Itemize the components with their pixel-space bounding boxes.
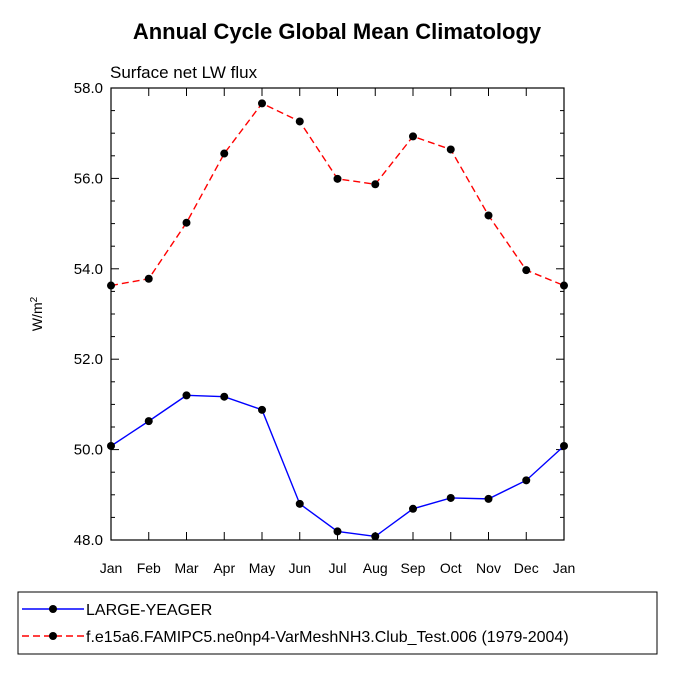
series-2 [107, 99, 568, 290]
x-tick-label: Jul [329, 560, 347, 576]
axis-ticks [110, 87, 565, 541]
series-line [110, 102, 565, 287]
x-tick-label: May [249, 560, 275, 576]
data-point [446, 493, 455, 502]
legend-label: LARGE-YEAGER [86, 602, 212, 619]
legend-label: f.e15a6.FAMIPC5.ne0np4-VarMeshNH3.Club_T… [86, 629, 569, 646]
data-point [220, 392, 229, 401]
y-tick-label: 48.0 [74, 532, 103, 549]
y-tick-label: 56.0 [74, 170, 103, 187]
y-axis-label: W/m2 [29, 296, 46, 331]
plot-border [110, 87, 565, 541]
data-point [295, 117, 304, 126]
data-point [371, 532, 380, 541]
data-point [107, 441, 115, 450]
x-tick-label: Nov [476, 560, 501, 576]
legend-swatch-marker [49, 632, 57, 640]
data-point [182, 391, 191, 400]
legend-box [17, 591, 658, 655]
data-point [333, 174, 342, 183]
chart-title: Annual Cycle Global Mean Climatology [133, 19, 542, 44]
series-line [110, 394, 565, 538]
x-tick-label: Oct [440, 560, 462, 576]
x-tick-label: Sep [401, 560, 426, 576]
chart-subtitle: Surface net LW flux [110, 63, 258, 82]
legend-swatch-marker [49, 605, 57, 613]
data-point [371, 180, 380, 189]
legend-entry: LARGE-YEAGER [22, 602, 212, 619]
x-tick-label: Feb [137, 560, 161, 576]
data-point [522, 476, 531, 485]
data-point [295, 499, 304, 508]
data-point [522, 266, 531, 275]
y-tick-label: 54.0 [74, 261, 103, 278]
x-tick-label: Mar [174, 560, 198, 576]
y-tick-label: 58.0 [74, 80, 103, 97]
data-point [107, 281, 115, 290]
legend-entry: f.e15a6.FAMIPC5.ne0np4-VarMeshNH3.Club_T… [22, 629, 569, 646]
series-layer [107, 99, 568, 541]
y-tick-labels: 48.0 50.0 52.0 54.0 56.0 58.0 [74, 80, 103, 549]
data-point [560, 441, 568, 450]
data-point [182, 218, 191, 227]
legend: LARGE-YEAGER f.e15a6.FAMIPC5.ne0np4-VarM… [17, 591, 658, 655]
x-tick-label: Jun [288, 560, 311, 576]
data-point [560, 281, 568, 290]
y-tick-label: 52.0 [74, 351, 103, 368]
plot-area [110, 87, 565, 541]
series-1 [107, 391, 568, 541]
x-tick-label: Dec [514, 560, 539, 576]
data-point [409, 132, 417, 141]
data-point [144, 417, 153, 426]
x-tick-label: Jan [553, 560, 576, 576]
x-tick-label: Jan [100, 560, 123, 576]
x-tick-label: Aug [363, 560, 388, 576]
data-point [409, 504, 417, 513]
data-point [144, 274, 153, 283]
data-point [333, 527, 342, 536]
x-tick-label: Apr [213, 560, 235, 576]
x-tick-labels: Jan Feb Mar Apr May Jun Jul Aug Sep Oct Nov Dec Jan [100, 560, 576, 576]
data-point [484, 211, 493, 220]
data-point [258, 99, 266, 108]
data-point [258, 405, 266, 414]
data-point [446, 145, 455, 154]
data-point [484, 494, 493, 503]
y-tick-label: 50.0 [74, 442, 103, 459]
data-point [220, 149, 229, 158]
